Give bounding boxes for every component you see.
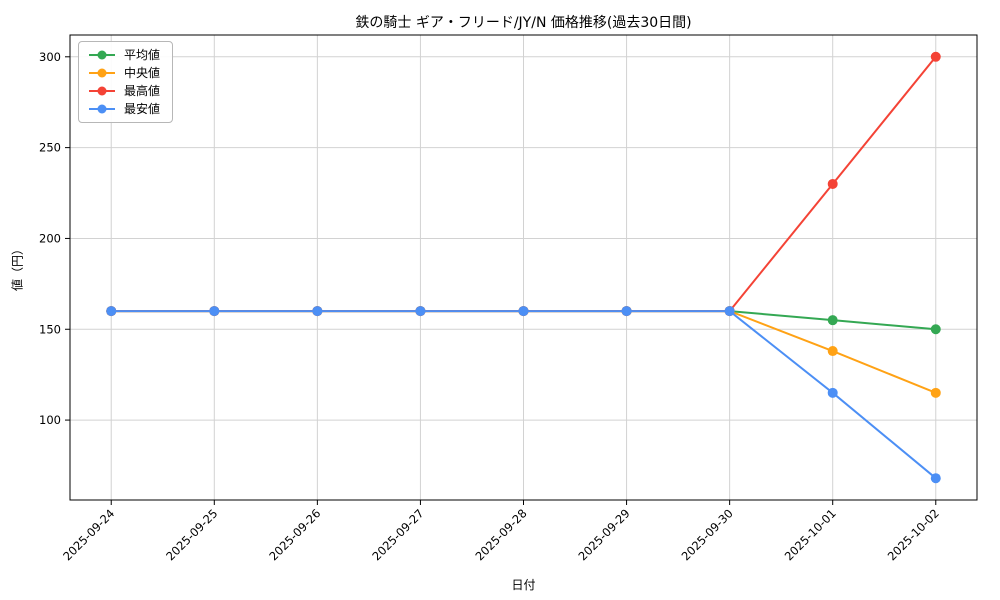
legend-label-average: 平均値 <box>124 48 161 62</box>
legend-label-max: 最高値 <box>124 84 161 98</box>
series-marker-average <box>930 324 941 335</box>
y-tick-label: 250 <box>39 141 61 155</box>
x-tick-label: 2025-09-24 <box>60 506 117 563</box>
y-tick-label: 100 <box>39 413 61 427</box>
series-marker-min <box>621 306 632 317</box>
series-marker-median <box>827 346 838 357</box>
series-marker-max <box>827 178 838 189</box>
x-tick-label: 2025-09-25 <box>163 506 220 563</box>
x-tick-label: 2025-09-27 <box>369 506 426 563</box>
x-axis-label: 日付 <box>511 578 536 592</box>
series-marker-min <box>415 306 426 317</box>
x-tick-label: 2025-10-01 <box>782 506 839 563</box>
legend-marker-min <box>89 104 115 114</box>
series-marker-min <box>518 306 529 317</box>
y-tick-label: 150 <box>39 322 61 336</box>
legend-item-median: 中央値 <box>88 67 160 79</box>
legend-marker-average <box>89 50 115 60</box>
x-tick-label: 2025-09-26 <box>266 506 323 563</box>
y-tick-label: 300 <box>39 50 61 64</box>
legend-marker-max <box>89 86 115 96</box>
series-marker-median <box>930 387 941 398</box>
series-marker-min <box>312 306 323 317</box>
legend-marker-median <box>89 68 115 78</box>
series-marker-max <box>930 51 941 62</box>
plot-border <box>69 34 978 501</box>
legend-item-min: 最安値 <box>88 103 160 115</box>
chart-title: 鉄の騎士 ギア・フリード/JY/N 価格推移(過去30日間) <box>355 15 692 31</box>
legend-item-average: 平均値 <box>88 49 160 61</box>
series-marker-min <box>724 306 735 317</box>
y-tick-label: 200 <box>39 231 61 245</box>
x-tick-label: 2025-09-29 <box>576 506 633 563</box>
series-marker-min <box>209 306 220 317</box>
series-marker-average <box>827 315 838 326</box>
x-tick-label: 2025-09-30 <box>679 506 736 563</box>
legend-label-min: 最安値 <box>124 102 161 116</box>
x-tick-label: 2025-10-02 <box>885 506 942 563</box>
chart-legend: 平均値中央値最高値最安値 <box>78 41 174 123</box>
series-marker-min <box>827 387 838 398</box>
legend-item-max: 最高値 <box>88 85 160 97</box>
y-axis-label: 値（円） <box>10 242 25 292</box>
series-marker-min <box>106 306 117 317</box>
series-marker-min <box>930 473 941 484</box>
x-tick-label: 2025-09-28 <box>472 506 529 563</box>
legend-label-median: 中央値 <box>124 66 161 80</box>
